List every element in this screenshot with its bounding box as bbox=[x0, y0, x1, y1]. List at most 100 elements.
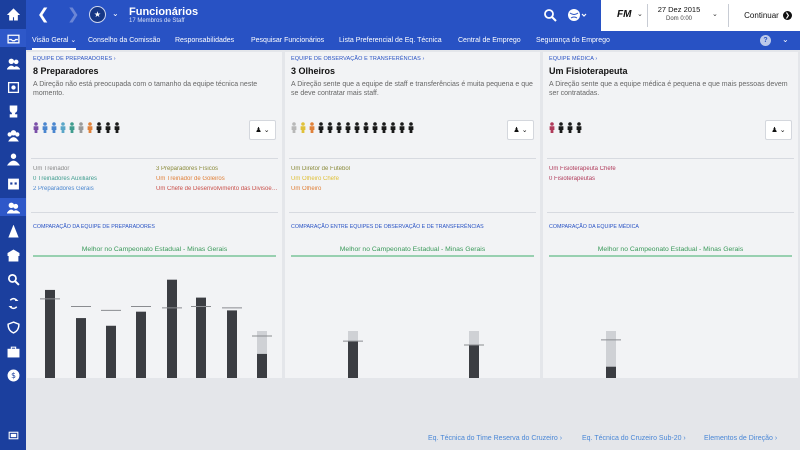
bar bbox=[106, 325, 116, 378]
staff-icon[interactable] bbox=[0, 198, 26, 216]
role-item[interactable]: Um Treinador bbox=[33, 166, 70, 172]
u20-staff-link[interactable]: Eq. Técnica do Cruzeiro Sub-20 › bbox=[582, 435, 686, 442]
role-item[interactable]: 2 Preparadores Gerais bbox=[33, 186, 94, 192]
bar bbox=[469, 344, 479, 378]
tab-responsabilidades[interactable]: Responsabilidades bbox=[175, 37, 235, 44]
best-label: Melhor no Campeonato Estadual - Minas Ge… bbox=[340, 246, 486, 253]
tab-visao-geral[interactable]: Visão Geral ⌄ bbox=[32, 31, 77, 50]
person-icon bbox=[558, 122, 564, 133]
divider bbox=[289, 158, 536, 159]
bar bbox=[257, 353, 267, 378]
divider bbox=[728, 4, 729, 27]
transfers-icon[interactable] bbox=[4, 294, 22, 312]
chevron-down-icon: ⌄ bbox=[779, 127, 786, 134]
divider bbox=[547, 158, 794, 159]
squad-icon[interactable] bbox=[4, 126, 22, 144]
reserve-staff-link[interactable]: Eq. Técnica do Time Reserva do Cruzeiro … bbox=[428, 435, 563, 442]
training-icon[interactable] bbox=[4, 150, 22, 168]
continue-label: Continuar bbox=[744, 11, 779, 20]
staff-role-icon: ♟ bbox=[255, 127, 262, 134]
person-icon bbox=[408, 122, 414, 133]
tab-seguranca-emprego[interactable]: Segurança do Emprego bbox=[536, 37, 610, 44]
chevron-down-icon[interactable]: ⌄ bbox=[637, 11, 643, 18]
role-item[interactable]: 3 Preparadores Físicos bbox=[156, 166, 219, 172]
settings-panel-icon[interactable] bbox=[4, 426, 22, 444]
back-arrow-icon[interactable]: ❮ bbox=[37, 6, 50, 23]
svg-text:$: $ bbox=[11, 371, 16, 380]
person-icon bbox=[51, 122, 57, 133]
page-title: Funcionários bbox=[129, 6, 199, 18]
money-icon[interactable]: $ bbox=[4, 366, 22, 384]
schedule-icon[interactable] bbox=[4, 174, 22, 192]
chevron-down-icon: ⌄ bbox=[263, 127, 270, 134]
tactics-icon[interactable] bbox=[4, 78, 22, 96]
league-icon[interactable] bbox=[4, 246, 22, 264]
fm-logo[interactable]: FM bbox=[617, 9, 632, 20]
panel-description: A Direção sente que a equipe médica é pe… bbox=[549, 81, 788, 97]
chevron-down-icon[interactable]: ⌄ bbox=[712, 11, 718, 18]
chevron-down-icon[interactable]: ⌄ bbox=[782, 35, 789, 44]
scouting-icon[interactable] bbox=[4, 222, 22, 240]
person-icon bbox=[381, 122, 387, 133]
best-label: Melhor no Campeonato Estadual - Minas Ge… bbox=[598, 246, 744, 253]
board-members-link[interactable]: Elementos de Direção › bbox=[704, 435, 778, 442]
forward-arrow-icon[interactable]: ❯ bbox=[67, 6, 80, 23]
scouting-comparison-chart: Melhor no Campeonato Estadual - Minas Ge… bbox=[291, 246, 534, 378]
bar bbox=[227, 310, 237, 378]
home-icon[interactable] bbox=[4, 5, 22, 23]
tab-lista-preferencial[interactable]: Lista Preferencial de Eq. Técnica bbox=[339, 37, 442, 44]
person-icon bbox=[291, 122, 297, 133]
club-badge-icon[interactable]: ★ bbox=[89, 6, 106, 23]
finances-icon[interactable] bbox=[4, 342, 22, 360]
header: ❮ ❯ ★ ⌄ Funcionários 17 Membros de Staff… bbox=[26, 0, 800, 31]
panel-title: 3 Olheiros bbox=[291, 66, 336, 76]
staff-group-icon[interactable] bbox=[4, 54, 22, 72]
role-item[interactable]: 0 Treinadores Auxiliares bbox=[33, 176, 98, 182]
role-item[interactable]: Um Fisioterapeuta Chefe bbox=[549, 166, 616, 172]
person-icon bbox=[33, 122, 39, 133]
help-icon[interactable]: ? bbox=[760, 35, 771, 46]
role-item[interactable]: Um Treinador de Goleiros bbox=[156, 176, 225, 182]
scouting-staff-link[interactable]: Equipe de Observação e Transferências › bbox=[291, 56, 425, 62]
role-item[interactable]: Um Chefe de Desenvolvimento das Divisões… bbox=[156, 186, 278, 192]
person-icon bbox=[354, 122, 360, 133]
arrow-right-icon: ❯ bbox=[782, 11, 792, 20]
medical-staff-link[interactable]: Equipe Médica › bbox=[549, 56, 598, 62]
coaching-comparison-chart: Melhor no Campeonato Estadual - Minas Ge… bbox=[33, 246, 276, 378]
bar-track bbox=[606, 331, 616, 378]
footer: Eq. Técnica do Time Reserva do Cruzeiro … bbox=[26, 378, 800, 450]
coaching-staff-link[interactable]: Equipe de Preparadores › bbox=[33, 56, 116, 62]
person-icon bbox=[390, 122, 396, 133]
divider bbox=[547, 212, 794, 213]
role-item[interactable]: 0 Fisioterapeutas bbox=[549, 176, 596, 182]
chevron-down-icon: ⌄ bbox=[521, 127, 528, 134]
person-icon bbox=[78, 122, 84, 133]
comparison-title: Comparação entre Equipes de Observação e… bbox=[291, 224, 484, 230]
role-filter-button[interactable]: ♟ ⌄ bbox=[249, 120, 276, 140]
club-icon[interactable] bbox=[4, 318, 22, 336]
role-item[interactable]: Um Olheiro Chefe bbox=[291, 176, 340, 182]
role-filter-button[interactable]: ♟ ⌄ bbox=[507, 120, 534, 140]
chevron-down-icon[interactable]: ⌄ bbox=[112, 9, 119, 18]
person-icon bbox=[318, 122, 324, 133]
role-item[interactable]: Um Diretor de Futebol bbox=[291, 166, 351, 172]
tab-conselho-comissao[interactable]: Conselho da Comissão bbox=[88, 37, 161, 44]
current-date: 27 Dez 2015 bbox=[657, 5, 701, 14]
panel-title: 8 Preparadores bbox=[33, 66, 99, 76]
continue-button[interactable]: Continuar ❯ bbox=[736, 0, 800, 31]
search-icon[interactable] bbox=[543, 8, 557, 22]
person-icon bbox=[87, 122, 93, 133]
role-item[interactable]: Um Olheiro bbox=[291, 186, 322, 192]
role-filter-button[interactable]: ♟ ⌄ bbox=[765, 120, 792, 140]
tab-central-emprego[interactable]: Central de Emprego bbox=[458, 37, 521, 44]
inbox-icon[interactable] bbox=[0, 29, 26, 47]
tab-pesquisar-funcionarios[interactable]: Pesquisar Funcionários bbox=[251, 37, 325, 44]
comparison-title: Comparação da Equipe Médica bbox=[549, 224, 639, 230]
person-icon bbox=[567, 122, 573, 133]
search-icon[interactable] bbox=[4, 270, 22, 288]
globe-icon[interactable] bbox=[567, 7, 587, 23]
tab-bar: Visão Geral ⌄ Conselho da Comissão Respo… bbox=[26, 31, 800, 50]
panel-title: Um Fisioterapeuta bbox=[549, 66, 628, 76]
trophy-icon[interactable] bbox=[4, 102, 22, 120]
person-icon bbox=[96, 122, 102, 133]
